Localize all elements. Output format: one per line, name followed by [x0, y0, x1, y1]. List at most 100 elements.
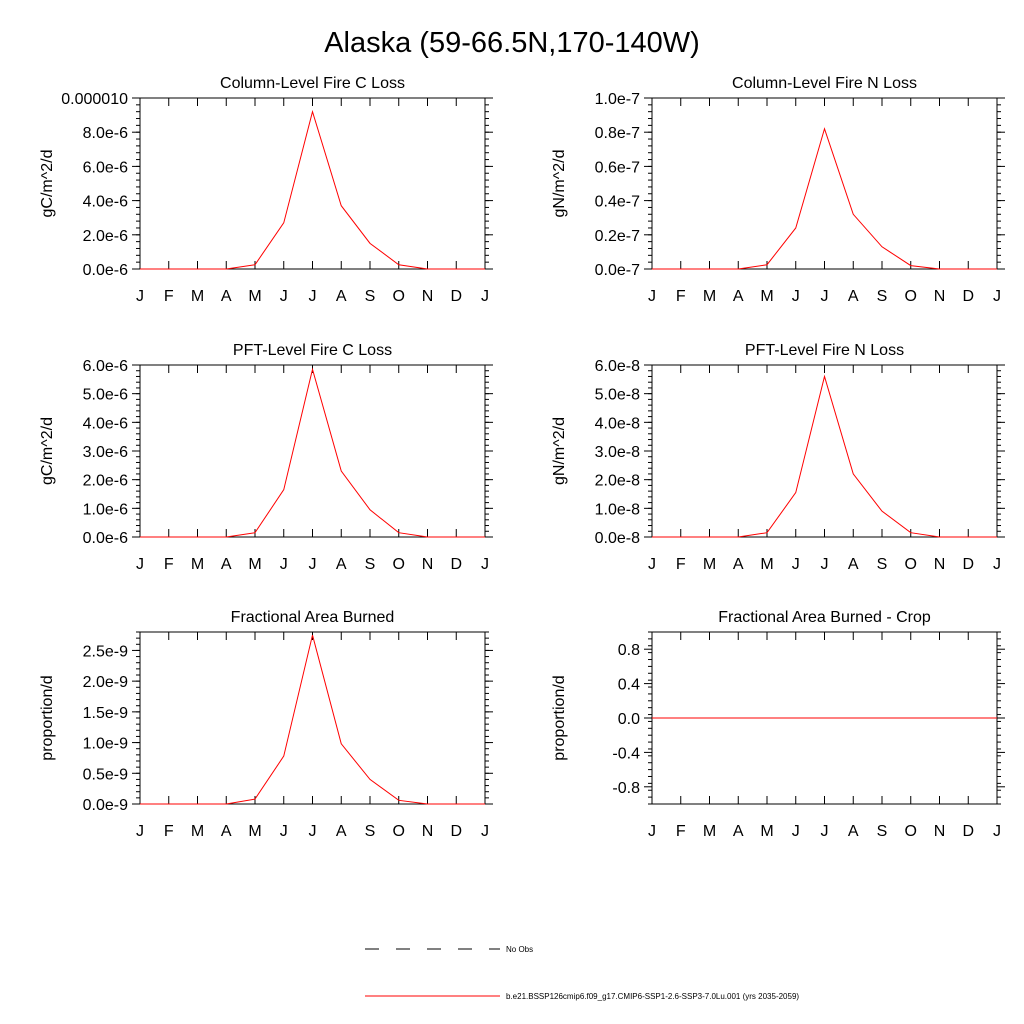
x-tick-label: A	[221, 288, 232, 305]
y-tick-label: 1.5e-9	[83, 705, 128, 722]
series-line-1	[140, 634, 485, 805]
x-tick-label: M	[248, 556, 261, 573]
chart-panel-6: Fractional Area Burned - Crop proportion/…	[551, 609, 1005, 840]
x-tick-label: J	[280, 288, 288, 305]
x-tick-label: A	[336, 288, 347, 305]
x-tick-label: J	[821, 288, 829, 305]
x-tick-label: D	[450, 823, 462, 840]
x-tick-label: S	[877, 288, 888, 305]
series-line-1	[140, 367, 485, 538]
y-tick-label: 2.0e-9	[83, 674, 128, 691]
y-tick-label: 0.0e-7	[595, 262, 640, 279]
y-tick-label: 0.4e-7	[595, 194, 640, 211]
chart-title: Fractional Area Burned - Crop	[718, 609, 931, 626]
y-tick-label: -0.4	[612, 745, 640, 762]
x-tick-label: J	[481, 823, 489, 840]
x-tick-label: F	[164, 288, 174, 305]
x-tick-label: N	[422, 288, 434, 305]
x-tick-label: A	[221, 823, 232, 840]
legend: No Obs b.e21.BSSP126cmip6.f09_g17.CMIP6-…	[365, 945, 799, 1001]
x-tick-label: A	[336, 556, 347, 573]
chart-title: Column-Level Fire N Loss	[732, 75, 917, 92]
x-tick-label: J	[993, 288, 1001, 305]
x-tick-label: J	[136, 556, 144, 573]
y-tick-label: 4.0e-6	[83, 194, 128, 211]
y-tick-label: 6.0e-6	[83, 358, 128, 375]
x-tick-label: J	[648, 556, 656, 573]
x-tick-label: N	[934, 823, 946, 840]
series-line-1	[652, 127, 997, 270]
x-tick-label: S	[877, 823, 888, 840]
y-tick-label: 0.8e-7	[595, 125, 640, 142]
y-tick-label: 0.4	[618, 677, 640, 694]
y-tick-label: 2.0e-8	[595, 473, 640, 490]
y-tick-label: 1.0e-9	[83, 736, 128, 753]
y-tick-label: -0.8	[612, 780, 640, 797]
x-tick-label: S	[365, 823, 376, 840]
y-tick-label: 3.0e-8	[595, 444, 640, 461]
x-tick-label: M	[191, 288, 204, 305]
x-tick-label: N	[934, 288, 946, 305]
chart-title: Fractional Area Burned	[231, 609, 395, 626]
x-tick-label: F	[164, 556, 174, 573]
plot-frame	[139, 97, 486, 270]
y-tick-label: 0.0e-8	[595, 530, 640, 547]
y-axis-label: gN/m^2/d	[551, 417, 568, 485]
x-tick-label: A	[336, 823, 347, 840]
page-title: Alaska (59-66.5N,170-140W)	[324, 27, 700, 59]
x-tick-label: J	[309, 288, 317, 305]
plot-frame	[139, 631, 486, 805]
y-tick-label: 0.6e-7	[595, 159, 640, 176]
y-axis-label: proportion/d	[551, 675, 568, 760]
x-tick-label: J	[792, 288, 800, 305]
x-tick-label: N	[934, 556, 946, 573]
x-tick-label: N	[422, 823, 434, 840]
y-tick-label: 0.0	[618, 711, 640, 728]
x-tick-label: A	[848, 288, 859, 305]
y-tick-label: 0.000010	[61, 91, 128, 108]
x-tick-label: J	[821, 556, 829, 573]
chart-title: PFT-Level Fire N Loss	[745, 342, 904, 359]
y-axis-label: gN/m^2/d	[551, 150, 568, 218]
x-tick-label: M	[191, 556, 204, 573]
y-tick-label: 1.0e-7	[595, 91, 640, 108]
x-tick-label: J	[309, 823, 317, 840]
x-tick-label: M	[248, 288, 261, 305]
x-tick-label: A	[733, 823, 744, 840]
x-tick-label: J	[136, 288, 144, 305]
x-tick-label: J	[280, 556, 288, 573]
x-tick-label: O	[905, 288, 917, 305]
x-tick-label: M	[760, 288, 773, 305]
x-tick-label: S	[365, 288, 376, 305]
x-tick-label: A	[733, 288, 744, 305]
x-tick-label: J	[792, 556, 800, 573]
x-tick-label: O	[905, 556, 917, 573]
x-tick-label: J	[481, 288, 489, 305]
series-line-1	[652, 374, 997, 538]
legend-no-obs-label: No Obs	[506, 945, 533, 954]
y-tick-label: 0.8	[618, 642, 640, 659]
x-tick-label: M	[760, 823, 773, 840]
x-tick-label: J	[821, 823, 829, 840]
x-tick-label: A	[848, 556, 859, 573]
y-tick-label: 6.0e-6	[83, 159, 128, 176]
x-tick-label: F	[676, 823, 686, 840]
y-tick-label: 0.0e-9	[83, 797, 128, 814]
x-tick-label: J	[792, 823, 800, 840]
chart-title: Column-Level Fire C Loss	[220, 75, 405, 92]
y-tick-label: 2.0e-6	[83, 473, 128, 490]
x-tick-label: M	[703, 556, 716, 573]
x-tick-label: D	[450, 288, 462, 305]
y-tick-label: 0.5e-9	[83, 766, 128, 783]
y-tick-label: 5.0e-6	[83, 387, 128, 404]
x-tick-label: J	[993, 823, 1001, 840]
x-tick-label: M	[703, 823, 716, 840]
chart-title: PFT-Level Fire C Loss	[233, 342, 392, 359]
x-tick-label: J	[993, 556, 1001, 573]
